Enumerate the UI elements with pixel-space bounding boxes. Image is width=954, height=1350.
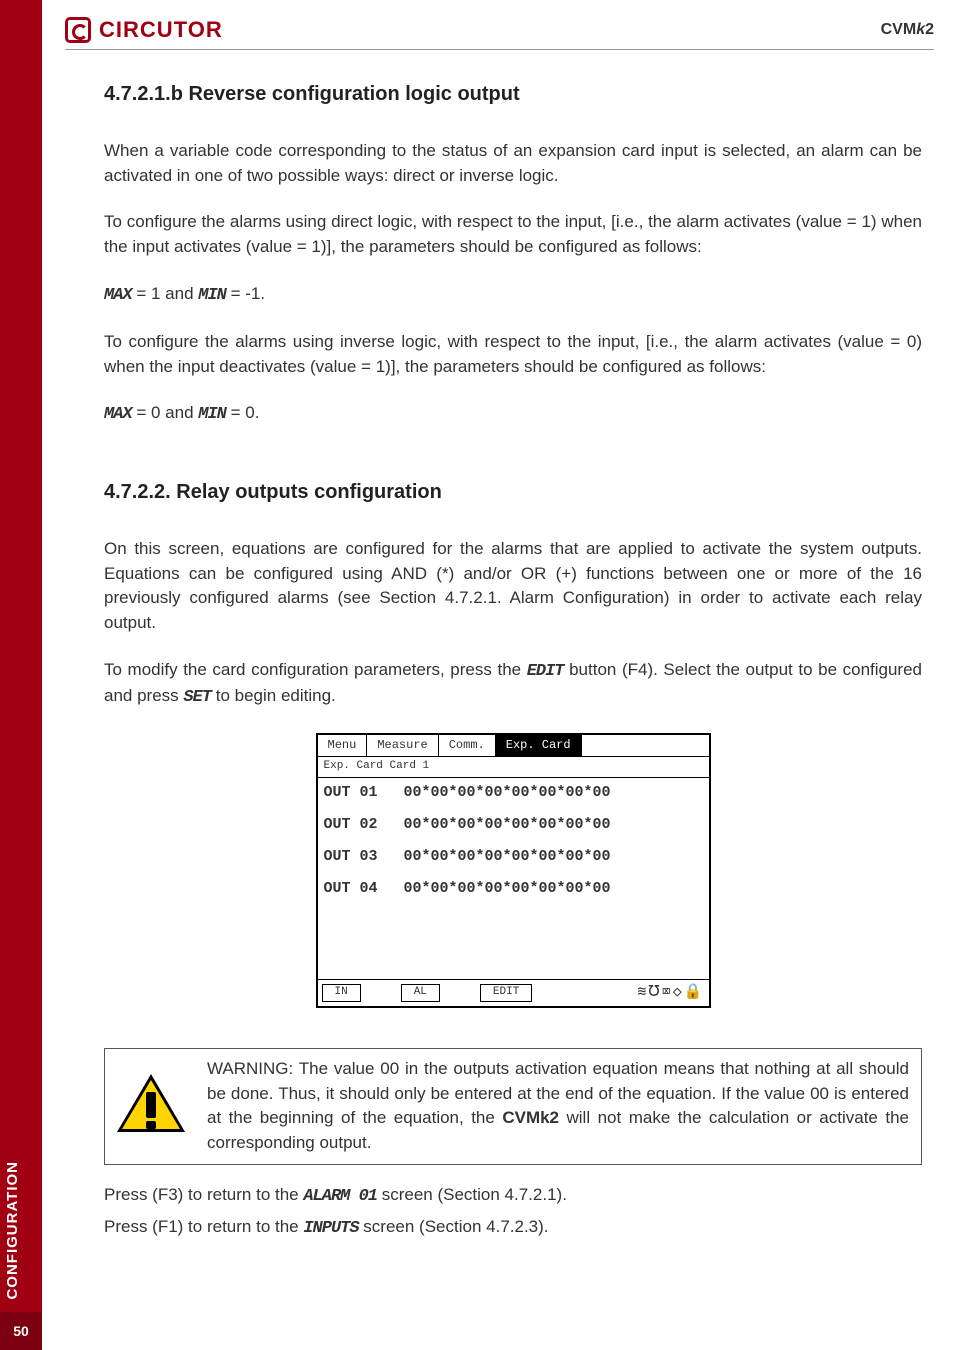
- row-value: 00*00*00*00*00*00*00*00: [404, 782, 611, 804]
- warning-box: WARNING: The value 00 in the outputs act…: [104, 1048, 922, 1165]
- text: = 1 and: [132, 284, 199, 303]
- paragraph: To configure the alarms using direct log…: [104, 210, 922, 259]
- footer-button: IN: [322, 984, 361, 1002]
- text: To modify the card configuration paramet…: [104, 660, 527, 679]
- lcd-text: MAX: [104, 405, 132, 424]
- screen-row: OUT 0300*00*00*00*00*00*00*00: [324, 846, 703, 868]
- device-screenshot: Menu Measure Comm. Exp. Card Exp. Card C…: [104, 733, 922, 1008]
- footer-line: Press (F1) to return to the INPUTS scree…: [104, 1215, 922, 1242]
- brand-logo-icon: [65, 17, 91, 43]
- equation-line: MAX = 1 and MIN = -1.: [104, 282, 922, 309]
- lcd-text: SET: [183, 688, 211, 707]
- doc-code-suffix: 2: [925, 21, 934, 38]
- screen-row: OUT 0400*00*00*00*00*00*00*00: [324, 878, 703, 900]
- paragraph: On this screen, equations are configured…: [104, 537, 922, 636]
- footer-icons: ≋℧⌧◇🔒: [637, 982, 704, 1004]
- page-header: CIRCUTOR CVMk2: [65, 10, 934, 50]
- document-code: CVMk2: [881, 21, 934, 39]
- doc-code-ital: k: [916, 21, 925, 38]
- lcd-text: MAX: [104, 286, 132, 305]
- doc-code-prefix: CVM: [881, 21, 917, 38]
- lcd-text: EDIT: [527, 662, 564, 681]
- row-value: 00*00*00*00*00*00*00*00: [404, 846, 611, 868]
- row-value: 00*00*00*00*00*00*00*00: [404, 878, 611, 900]
- text-bold: CVMk2: [502, 1108, 559, 1127]
- equation-line: MAX = 0 and MIN = 0.: [104, 401, 922, 428]
- text: to begin editing.: [211, 686, 336, 705]
- text: screen (Section 4.7.2.3).: [359, 1217, 549, 1236]
- warning-text: WARNING: The value 00 in the outputs act…: [207, 1057, 909, 1156]
- screen-tab: Comm.: [439, 735, 496, 756]
- page-number: 50: [0, 1312, 42, 1350]
- screen-footer: IN AL EDIT ≋℧⌧◇🔒: [318, 979, 709, 1006]
- screen-row: OUT 0200*00*00*00*00*00*00*00: [324, 814, 703, 836]
- screen-row: OUT 0100*00*00*00*00*00*00*00: [324, 782, 703, 804]
- row-label: OUT 03: [324, 846, 404, 868]
- footer-button: EDIT: [480, 984, 532, 1002]
- lcd-text: INPUTS: [303, 1219, 358, 1238]
- section-heading-1: 4.7.2.1.b Reverse configuration logic ou…: [104, 80, 922, 109]
- row-label: OUT 04: [324, 878, 404, 900]
- sidebar: CONFIGURATION 50: [0, 0, 42, 1350]
- lcd-text: MIN: [198, 286, 226, 305]
- row-value: 00*00*00*00*00*00*00*00: [404, 814, 611, 836]
- text: Press (F3) to return to the: [104, 1185, 303, 1204]
- screen-tab-active: Exp. Card: [496, 735, 582, 756]
- text: = 0.: [226, 403, 260, 422]
- row-label: OUT 01: [324, 782, 404, 804]
- sidebar-section-label: CONFIGURATION: [4, 1161, 21, 1300]
- lcd-text: ALARM 01: [303, 1187, 377, 1206]
- text: = 0 and: [132, 403, 199, 422]
- paragraph: To configure the alarms using inverse lo…: [104, 330, 922, 379]
- screen-body: OUT 0100*00*00*00*00*00*00*00 OUT 0200*0…: [318, 778, 709, 979]
- text: = -1.: [226, 284, 265, 303]
- section-heading-2: 4.7.2.2. Relay outputs configuration: [104, 478, 922, 507]
- text: Press (F1) to return to the: [104, 1217, 303, 1236]
- screen-subtitle: Exp. Card Card 1: [318, 757, 709, 778]
- footer-button: AL: [401, 984, 440, 1002]
- content: 4.7.2.1.b Reverse configuration logic ou…: [104, 80, 922, 1248]
- screen-tab: Measure: [367, 735, 438, 756]
- footer-line: Press (F3) to return to the ALARM 01 scr…: [104, 1183, 922, 1210]
- warning-icon: [117, 1074, 185, 1138]
- brand-logo: CIRCUTOR: [65, 17, 223, 43]
- paragraph: When a variable code corresponding to th…: [104, 139, 922, 188]
- text: screen (Section 4.7.2.1).: [377, 1185, 567, 1204]
- paragraph: To modify the card configuration paramet…: [104, 658, 922, 711]
- brand-name: CIRCUTOR: [99, 17, 223, 43]
- screen-tabs: Menu Measure Comm. Exp. Card: [318, 735, 709, 757]
- row-label: OUT 02: [324, 814, 404, 836]
- lcd-text: MIN: [198, 405, 226, 424]
- screen-tab: Menu: [318, 735, 368, 756]
